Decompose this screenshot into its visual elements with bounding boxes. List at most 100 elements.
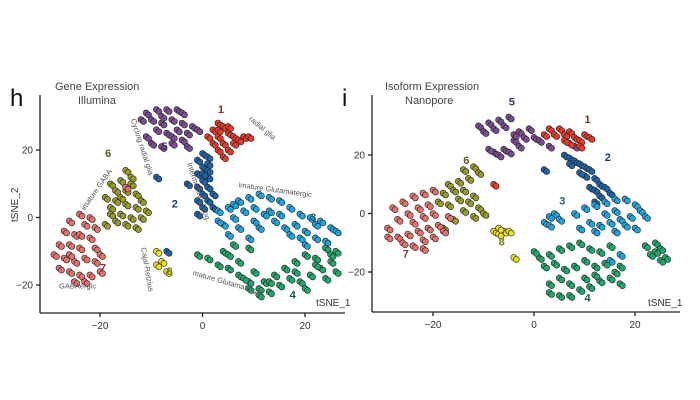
cluster-3-points [540,195,651,266]
data-point [222,155,229,163]
data-point [422,247,429,254]
data-point [538,139,545,146]
data-point [232,202,240,210]
data-point [548,291,555,298]
data-point [543,264,550,272]
data-point [278,199,286,206]
chart-title-line1: Gene Expression [55,81,139,93]
data-point [78,212,86,220]
data-point [314,236,322,244]
data-point [288,233,296,240]
data-point [258,226,265,233]
data-point [288,206,296,213]
cluster-number-label: 4 [290,290,297,302]
data-point [268,196,275,203]
data-point [608,221,616,228]
data-point [237,138,245,146]
data-point [247,196,255,203]
data-point [217,128,224,136]
data-point [124,223,132,230]
data-point [447,203,454,210]
cluster-number-label: 7 [403,248,409,260]
data-point [278,212,286,220]
data-point [252,270,260,277]
cluster-number-label: 2 [172,198,178,210]
x-tick-label: −20 [425,320,442,331]
data-point [217,209,224,217]
data-point [53,253,60,260]
data-point [227,253,234,260]
chart-title-line2: Illumina [78,95,117,107]
data-point [568,282,576,290]
data-point [411,221,419,228]
data-point [558,218,566,225]
cluster-number-label: 6 [105,148,111,160]
points [50,106,342,301]
data-point [391,206,399,213]
data-point [140,118,147,125]
x-tick-label: 20 [299,321,311,332]
data-point [512,133,520,140]
data-point [432,235,439,243]
data-point [502,124,510,132]
data-point [78,246,86,254]
y-tick-label: 20 [22,146,34,157]
data-point [109,212,117,220]
data-point [68,253,76,260]
data-point [588,247,596,254]
data-point [482,130,490,137]
data-point [258,192,265,200]
data-point [467,177,475,184]
data-point [252,219,260,227]
data-point [165,108,173,115]
data-point [664,256,672,263]
data-point [237,199,245,206]
data-point [268,290,275,298]
cluster-5-points [475,113,581,161]
data-point [624,197,631,205]
data-point [432,212,439,219]
data-point [613,270,621,278]
data-point [140,199,147,206]
x-tick-label: 0 [531,320,537,331]
data-point [624,223,631,231]
data-point [462,188,470,196]
data-point [538,256,545,263]
data-point [176,128,183,136]
data-point [329,253,337,260]
data-point [543,168,550,175]
data-point [401,241,409,249]
data-point [472,215,480,222]
data-point [104,196,111,203]
data-point [324,276,332,284]
data-point [155,263,163,271]
data-point [406,212,414,219]
data-point [201,172,209,179]
data-point [422,238,429,246]
data-point [130,182,137,190]
data-point [242,276,250,284]
cluster-name-label: Cajal-Retzius [139,247,156,293]
data-point [603,261,611,269]
data-point [523,136,530,143]
data-point [578,241,586,249]
data-point [644,244,651,251]
data-point [263,212,270,220]
data-point [89,273,96,281]
data-point [140,216,147,223]
data-point [396,218,404,225]
data-point [135,226,142,233]
data-point [73,260,81,267]
data-point [63,229,70,237]
data-point [613,197,621,205]
data-point [442,229,449,237]
data-point [293,270,301,277]
data-point [232,216,240,223]
data-point [83,223,91,230]
data-point [583,258,591,266]
data-point [237,260,245,267]
data-point [89,236,96,244]
data-point [563,139,571,146]
y-tick-label: 20 [354,151,366,162]
data-point [558,247,566,254]
